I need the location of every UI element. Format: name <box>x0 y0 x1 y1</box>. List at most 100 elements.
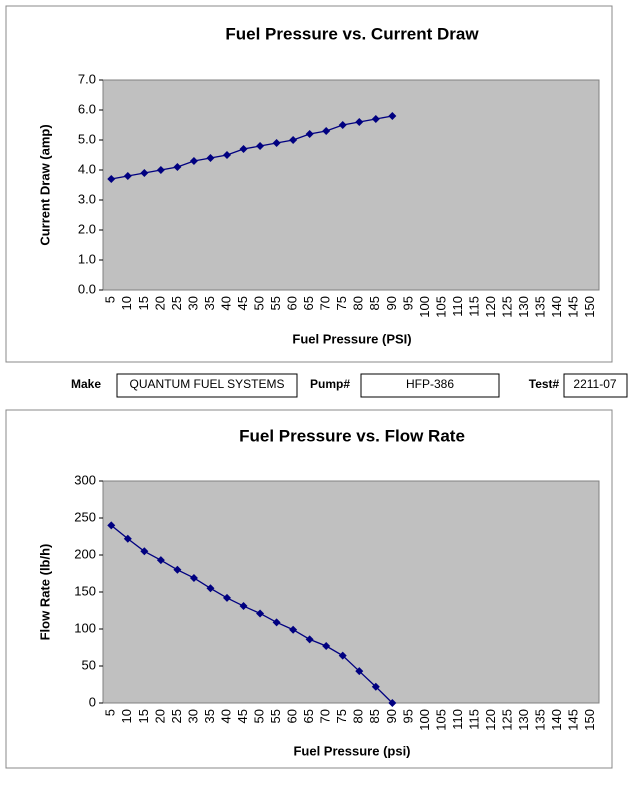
y-tick-label: 5.0 <box>78 131 96 146</box>
data-point <box>322 642 331 651</box>
pump-value: HFP-386 <box>406 377 454 391</box>
y-tick-label: 0.0 <box>78 281 96 296</box>
x-tick-label: 15 <box>136 709 151 723</box>
x-tick-label: 55 <box>268 709 283 723</box>
x-tick-label: 140 <box>549 296 564 318</box>
x-tick-label: 125 <box>500 296 515 318</box>
x-tick-label: 90 <box>384 709 399 723</box>
x-tick-label: 35 <box>202 296 217 310</box>
data-point <box>239 602 248 611</box>
x-tick-label: 35 <box>202 709 217 723</box>
x-tick-label: 70 <box>318 709 333 723</box>
x-tick-label: 95 <box>400 709 415 723</box>
x-tick-label: 145 <box>566 709 581 731</box>
data-point <box>256 142 265 150</box>
test-label: Test# <box>529 377 560 391</box>
x-tick-label: 60 <box>285 296 300 310</box>
y-tick-label: 7.0 <box>78 71 96 86</box>
x-tick-label: 75 <box>334 709 349 723</box>
x-tick-label: 10 <box>119 296 134 310</box>
data-point <box>289 136 298 144</box>
data-point <box>173 163 182 171</box>
x-tick-label: 30 <box>185 296 200 310</box>
test-box <box>563 373 628 398</box>
y-axis-title: Flow Rate (lb/h) <box>37 544 52 641</box>
y-tick-label: 250 <box>74 509 96 524</box>
test-value: 2211-07 <box>573 377 616 391</box>
x-tick-label: 20 <box>152 296 167 310</box>
data-point <box>107 521 116 530</box>
x-tick-label: 100 <box>417 296 432 318</box>
x-tick-label: 65 <box>301 296 316 310</box>
x-tick-label: 65 <box>301 709 316 723</box>
x-tick-label: 85 <box>367 296 382 310</box>
data-point <box>338 121 347 129</box>
x-tick-label: 135 <box>533 296 548 318</box>
y-tick-label: 1.0 <box>78 251 96 266</box>
x-tick-label: 20 <box>152 709 167 723</box>
chart-title: Fuel Pressure vs. Current Draw <box>225 24 479 43</box>
data-point <box>156 556 165 565</box>
data-point <box>123 172 132 180</box>
data-point <box>388 699 397 707</box>
data-point <box>107 175 116 183</box>
plot-area <box>102 480 600 704</box>
x-axis-title: Fuel Pressure (psi) <box>293 743 410 758</box>
data-point <box>355 118 364 126</box>
data-point <box>371 682 380 691</box>
x-tick-label: 45 <box>235 296 250 310</box>
data-point <box>206 154 215 162</box>
data-point <box>223 151 231 159</box>
make-box <box>116 373 298 398</box>
x-axis-title: Fuel Pressure (PSI) <box>292 331 411 346</box>
data-point <box>305 635 314 644</box>
x-tick-label: 150 <box>582 709 597 731</box>
x-tick-label: 60 <box>285 709 300 723</box>
y-tick-label: 6.0 <box>78 101 96 116</box>
data-point <box>272 139 281 147</box>
x-tick-label: 115 <box>466 296 481 317</box>
y-tick-label: 100 <box>74 620 96 635</box>
x-tick-label: 40 <box>218 296 233 310</box>
y-tick-label: 150 <box>74 583 96 598</box>
data-point <box>305 130 314 138</box>
x-tick-label: 10 <box>119 709 134 723</box>
x-tick-label: 120 <box>483 296 498 318</box>
x-tick-label: 145 <box>566 296 581 318</box>
x-tick-label: 100 <box>417 709 432 731</box>
data-point <box>338 651 347 660</box>
pump-box <box>360 373 500 398</box>
data-point <box>140 547 149 556</box>
x-tick-label: 25 <box>169 296 184 310</box>
x-tick-label: 125 <box>500 709 515 731</box>
data-line <box>110 524 393 704</box>
make-label: Make <box>71 377 101 391</box>
x-tick-label: 130 <box>516 296 531 318</box>
x-tick-label: 150 <box>582 296 597 318</box>
data-point <box>272 618 281 627</box>
data-point <box>256 609 265 618</box>
plot-area <box>102 79 600 291</box>
data-point <box>140 169 149 177</box>
x-tick-label: 70 <box>318 296 333 310</box>
x-tick-label: 30 <box>185 709 200 723</box>
x-tick-label: 80 <box>351 709 366 723</box>
x-tick-label: 75 <box>334 296 349 310</box>
data-point <box>388 112 397 120</box>
data-point <box>189 573 198 582</box>
x-tick-label: 130 <box>516 709 531 731</box>
make-value: QUANTUM FUEL SYSTEMS <box>130 377 285 391</box>
x-tick-label: 15 <box>136 296 151 310</box>
data-point <box>289 625 298 634</box>
x-tick-label: 85 <box>367 709 382 723</box>
y-tick-label: 4.0 <box>78 161 96 176</box>
data-point <box>239 145 248 153</box>
data-point <box>189 157 198 165</box>
x-tick-label: 105 <box>433 709 448 731</box>
x-tick-label: 90 <box>384 296 399 310</box>
x-tick-label: 50 <box>252 296 267 310</box>
x-tick-label: 5 <box>103 709 118 716</box>
x-tick-label: 105 <box>433 296 448 318</box>
x-tick-label: 95 <box>400 296 415 310</box>
y-axis-title: Current Draw (amp) <box>37 124 52 245</box>
